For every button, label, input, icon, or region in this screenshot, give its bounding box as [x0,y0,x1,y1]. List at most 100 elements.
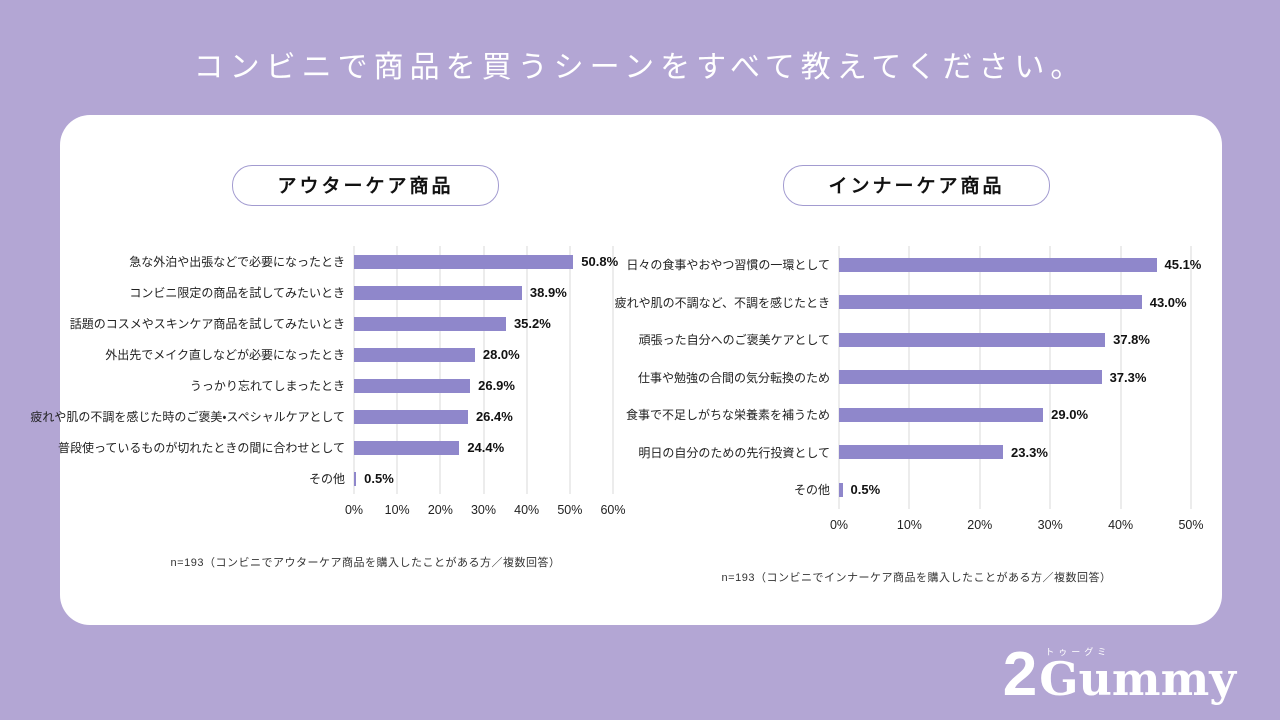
x-axis-tick-label: 20% [967,517,993,532]
bar-rows: 50.8% 38.9% 35.2% 28.0% 26.9% 26.4% 24.4% 0.5% [354,246,618,494]
bar-value-label: 24.4% [467,440,505,455]
gridline [1120,246,1122,509]
bar-row: 38.9% [354,277,613,308]
bar [839,332,1106,347]
category-label: 明日の自分のための先行投資として [638,445,830,460]
category-label: その他 [308,472,345,486]
plot-area: 50.8% 38.9% 35.2% 28.0% 26.9% 26.4% 24.4% 0.5% [353,246,618,494]
bar-value-label: 0.5% [850,482,881,498]
gridlines [353,246,614,494]
bar [354,440,460,455]
bar-value-label: 35.2% [513,316,551,331]
bar-value-label: 37.8% [1113,332,1150,348]
gridline [483,246,484,494]
bar-row: 50.8% [354,246,618,277]
bar-value-label: 38.9% [529,285,567,300]
category-label: 話題のコスメやスキンケア商品を試してみたいとき [69,317,345,331]
logo-number: 2 [1002,640,1038,710]
bar-row: 35.2% [354,308,613,339]
plot-area-wrap: 50.8% 38.9% 35.2% 28.0% 26.9% 26.4% 24.4% 0.5% … [345,246,626,520]
bar-value-label: 28.0% [482,347,520,362]
bar [839,407,1044,422]
bar [354,285,522,300]
chart-title-badge-inner: インナーケア商品 [783,165,1050,206]
bar-row: 23.3% [839,434,1191,472]
category-label: 外出先でメイク直しなどが必要になったとき [105,348,345,362]
bar-row: 45.1% [839,246,1201,284]
category-labels-column: 日々の食事やおやつ習慣の一環として疲れや肌の不調など、不調を感じたとき頑張った自… [614,246,839,535]
bar [839,370,1102,385]
bar-value-label: 37.3% [1109,369,1147,385]
gridline [612,246,614,494]
gridline [569,246,571,494]
category-label: 疲れや肌の不調など、不調を感じたとき [614,295,830,310]
category-labels-column: 急な外泊や出張などで必要になったとき コンビニ限定の商品を試してみたいとき 話題のコ… [30,246,354,520]
category-label: うっかり忘れてしまったとき [189,379,345,393]
chart-title-inner: インナーケア商品 [828,176,1005,197]
chart-title-badge-outer: アウターケア商品 [232,165,499,206]
bar [839,482,843,497]
bar-value-label: 43.0% [1149,294,1187,310]
bar-row: 26.9% [354,370,613,401]
chart-panel-outer-care: アウターケア商品 急な外泊や出張などで必要になったとき コンビニ限定の商品を試して… [30,165,641,625]
page-title: コンビニで商品を買うシーンをすべて教えてください。 [193,51,1087,84]
bar-row: 26.4% [354,401,613,432]
bar-value-label: 0.5% [364,471,394,486]
gridline [526,246,528,494]
plot-area-wrap: 45.1% 43.0% 37.8% 37.3% 29.0% 23.3% 0.5% 0% 10%… [830,246,1204,535]
bar [354,254,574,269]
category-label: 仕事や勉強の合間の気分転換のため [637,370,830,385]
x-axis-tick-label: 0% [829,517,849,532]
chart-footnote-outer: n=193（コンビニでアウターケア商品を購入したことがある方／複数回答） [170,557,561,569]
plot-area: 45.1% 43.0% 37.8% 37.3% 29.0% 23.3% 0.5% [838,246,1201,509]
bar [354,316,506,331]
bar [354,471,357,486]
bar-row: 28.0% [354,339,613,370]
bar-row: 37.3% [839,359,1191,397]
logo-right: トゥーグミ Gummy [1039,645,1236,702]
category-label: 疲れや肌の不調を感じた時のご褒美・スペシャルケアとして [30,410,345,424]
x-axis-tick-label: 60% [600,503,626,517]
x-axis-tick-label: 10% [384,503,410,517]
x-axis: 0% 10% 20% 30% 40% 50% [830,509,1204,535]
x-axis-tick-label: 10% [896,517,922,532]
category-label: 日々の食事やおやつ習慣の一環として [626,258,830,273]
bar-row: 29.0% [839,396,1191,434]
category-label: 普段使っているものが切れたときの間に合わせとして [57,441,345,455]
logo-wordmark: Gummy [1039,652,1236,707]
bar-row: 0.5% [839,471,1191,509]
bar-chart-inner: 日々の食事やおやつ習慣の一環として疲れや肌の不調など、不調を感じたとき頑張った自… [614,246,1204,535]
bar-value-label: 50.8% [581,254,619,269]
category-label: 急な外泊や出張などで必要になったとき [129,255,345,269]
bar-value-label: 26.4% [475,409,513,424]
gridline [439,246,441,494]
bar-value-label: 29.0% [1051,407,1089,423]
bar [839,257,1157,272]
bar-row: 37.8% [839,321,1191,359]
x-axis-tick-label: 50% [557,503,583,517]
chart-footnote-inner: n=193（コンビニでインナーケア商品を購入したことがある方／複数回答） [721,571,1112,584]
results-card: アウターケア商品 急な外泊や出張などで必要になったとき コンビニ限定の商品を試して… [30,115,1222,625]
category-label: 頑張った自分へのご褒美ケアとして [638,333,830,348]
bar [354,347,475,362]
category-label: その他 [793,483,830,498]
bar-row: 0.5% [354,463,613,494]
x-axis-tick-label: 20% [427,503,453,517]
logo-kana-label: トゥーグミ [1045,647,1111,658]
x-axis-tick-label: 0% [344,503,364,517]
bar-rows: 45.1% 43.0% 37.8% 37.3% 29.0% 23.3% 0.5% [839,246,1201,509]
x-axis-tick-label: 50% [1178,517,1204,532]
category-label: 食事で不足しがちな栄養素を補うため [625,408,830,423]
bar-chart-outer: 急な外泊や出張などで必要になったとき コンビニ限定の商品を試してみたいとき 話題のコ… [30,246,641,520]
chart-panel-inner-care: インナーケア商品 日々の食事やおやつ習慣の一環として疲れや肌の不調など、不調を感… [614,165,1204,625]
bar-value-label: 23.3% [1011,444,1048,460]
bar-value-label: 45.1% [1164,257,1202,273]
gridline [1190,246,1192,509]
x-axis-tick-label: 30% [470,503,497,517]
x-axis-tick-label: 30% [1037,517,1063,532]
bar [839,295,1142,310]
brand-logo: 2 トゥーグミ Gummy [1002,640,1236,710]
chart-title-outer: アウターケア商品 [277,176,454,197]
bar-row: 43.0% [839,284,1191,322]
